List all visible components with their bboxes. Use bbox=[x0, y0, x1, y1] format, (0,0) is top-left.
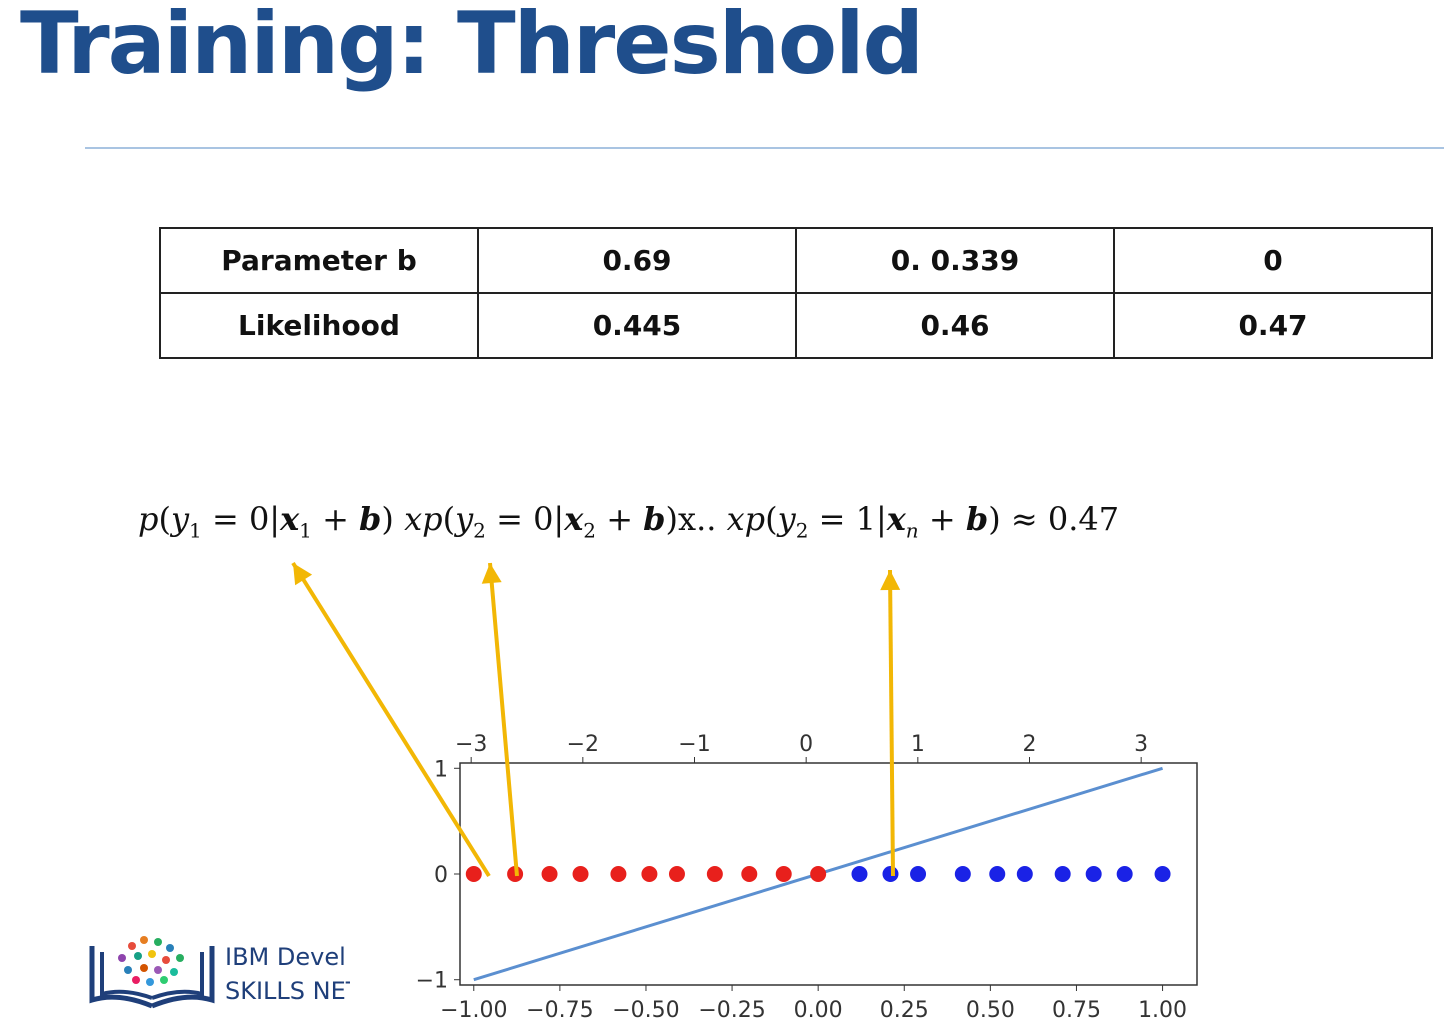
data-point bbox=[668, 866, 685, 882]
data-point bbox=[1154, 866, 1171, 882]
book-logo-icon bbox=[89, 936, 215, 1009]
table-row: Parameter b 0.69 0. 0.339 0 bbox=[159, 227, 1433, 294]
data-point bbox=[1085, 866, 1102, 882]
data-point bbox=[910, 866, 927, 882]
likelihood-formula: p(y1 = 0|x1 + b) xp(y2 = 0|x2 + b)x.. xp… bbox=[138, 500, 1120, 543]
x-axis-tick-label: 0.50 bbox=[966, 998, 1015, 1023]
y-axis-tick-label: 0 bbox=[434, 863, 448, 888]
logo-line-1: IBM Devel bbox=[225, 943, 346, 971]
top-axis-tick-label: 0 bbox=[799, 732, 813, 757]
x-axis-tick-label: 0.00 bbox=[794, 998, 843, 1023]
x-axis-tick-label: −1.00 bbox=[440, 998, 507, 1023]
y-axis-tick-label: −1 bbox=[416, 969, 448, 994]
table-cell: 0. 0.339 bbox=[795, 227, 1115, 294]
top-axis-tick-label: −2 bbox=[567, 732, 599, 757]
title-divider bbox=[85, 147, 1444, 149]
arrow-head bbox=[293, 563, 313, 586]
x-axis-tick-label: −0.50 bbox=[612, 998, 679, 1023]
data-point bbox=[851, 866, 868, 882]
y-axis-tick-label: 1 bbox=[434, 757, 448, 782]
data-point bbox=[1016, 866, 1033, 882]
table-cell: 0.445 bbox=[477, 292, 797, 359]
x-axis-tick-label: 0.25 bbox=[880, 998, 929, 1023]
top-axis-tick-label: 3 bbox=[1134, 732, 1148, 757]
arrow-head bbox=[880, 570, 901, 591]
data-point bbox=[541, 866, 558, 882]
top-axis-tick-label: 1 bbox=[911, 732, 925, 757]
data-point bbox=[989, 866, 1006, 882]
annotation-arrow bbox=[888, 569, 895, 877]
x-axis-tick-label: −0.25 bbox=[698, 998, 765, 1023]
table-cell: 0.47 bbox=[1113, 292, 1433, 359]
top-axis-tick-label: 2 bbox=[1023, 732, 1037, 757]
table-cell: 0.69 bbox=[477, 227, 797, 294]
data-point bbox=[1054, 866, 1071, 882]
parameter-table: Parameter b 0.69 0. 0.339 0 Likelihood 0… bbox=[159, 227, 1433, 359]
data-point bbox=[954, 866, 971, 882]
data-point bbox=[706, 866, 723, 882]
arrow-head bbox=[481, 563, 502, 584]
data-point bbox=[465, 866, 482, 882]
data-point bbox=[741, 866, 758, 882]
data-point bbox=[610, 866, 627, 882]
data-point bbox=[882, 866, 899, 882]
data-point bbox=[641, 866, 658, 882]
table-header-cell: Parameter b bbox=[159, 227, 479, 294]
annotation-arrow bbox=[488, 562, 519, 877]
table-row: Likelihood 0.445 0.46 0.47 bbox=[159, 292, 1433, 359]
x-axis-tick-label: −0.75 bbox=[526, 998, 593, 1023]
x-axis-tick-label: 1.00 bbox=[1138, 998, 1187, 1023]
logo-line-2: SKILLS NET bbox=[225, 977, 350, 1005]
top-axis-tick-label: −3 bbox=[455, 732, 487, 757]
top-axis-tick-label: −1 bbox=[678, 732, 710, 757]
data-point bbox=[572, 866, 589, 882]
slide-title: Training: Threshold bbox=[20, 0, 924, 94]
data-point bbox=[775, 866, 792, 882]
table-cell: 0 bbox=[1113, 227, 1433, 294]
ibm-skills-network-logo: IBM Devel SKILLS NET bbox=[88, 934, 358, 1012]
annotation-arrow bbox=[291, 561, 491, 878]
table-cell: 0.46 bbox=[795, 292, 1115, 359]
data-point bbox=[810, 866, 827, 882]
data-point bbox=[1116, 866, 1133, 882]
x-axis-tick-label: 0.75 bbox=[1052, 998, 1101, 1023]
table-header-cell: Likelihood bbox=[159, 292, 479, 359]
